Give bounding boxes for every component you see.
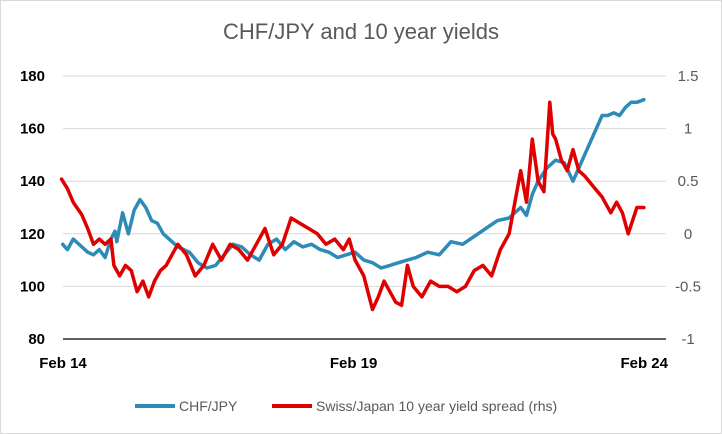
- y-right-tick-label: 0.5: [678, 173, 699, 190]
- series-line-chf-jpy: [60, 97, 646, 270]
- y-left-tick-label: 100: [20, 278, 45, 295]
- legend-label-1: Swiss/Japan 10 year yield spread (rhs): [316, 398, 557, 414]
- chart-title: CHF/JPY and 10 year yields: [223, 19, 499, 44]
- y-right-tick-label: 1.5: [678, 68, 699, 85]
- axes: 80 100 120 140 160 180 -1 -0.5 0 0.5 1 1.5 Feb 14 Feb…: [20, 68, 701, 372]
- gridlines: [63, 75, 666, 287]
- x-tick-label: Feb 14: [39, 355, 87, 372]
- y-left-tick-label: 160: [20, 121, 45, 138]
- y-right-tick-label: 1: [684, 121, 692, 138]
- x-tick-label: Feb 19: [330, 355, 378, 372]
- y-left-tick-label: 80: [28, 331, 45, 348]
- legend: CHF/JPY Swiss/Japan 10 year yield spread …: [135, 398, 557, 414]
- series-lines: [59, 97, 646, 312]
- y-right-tick-label: 0: [684, 226, 692, 243]
- y-left-tick-label: 140: [20, 173, 45, 190]
- series-line-yield-spread: [59, 100, 646, 312]
- y-left-tick-label: 180: [20, 68, 45, 85]
- y-right-tick-label: -0.5: [675, 278, 701, 295]
- y-right-tick-label: -1: [681, 331, 694, 348]
- legend-label-0: CHF/JPY: [179, 398, 238, 414]
- x-tick-label: Feb 24: [620, 355, 668, 372]
- y-left-tick-label: 120: [20, 226, 45, 243]
